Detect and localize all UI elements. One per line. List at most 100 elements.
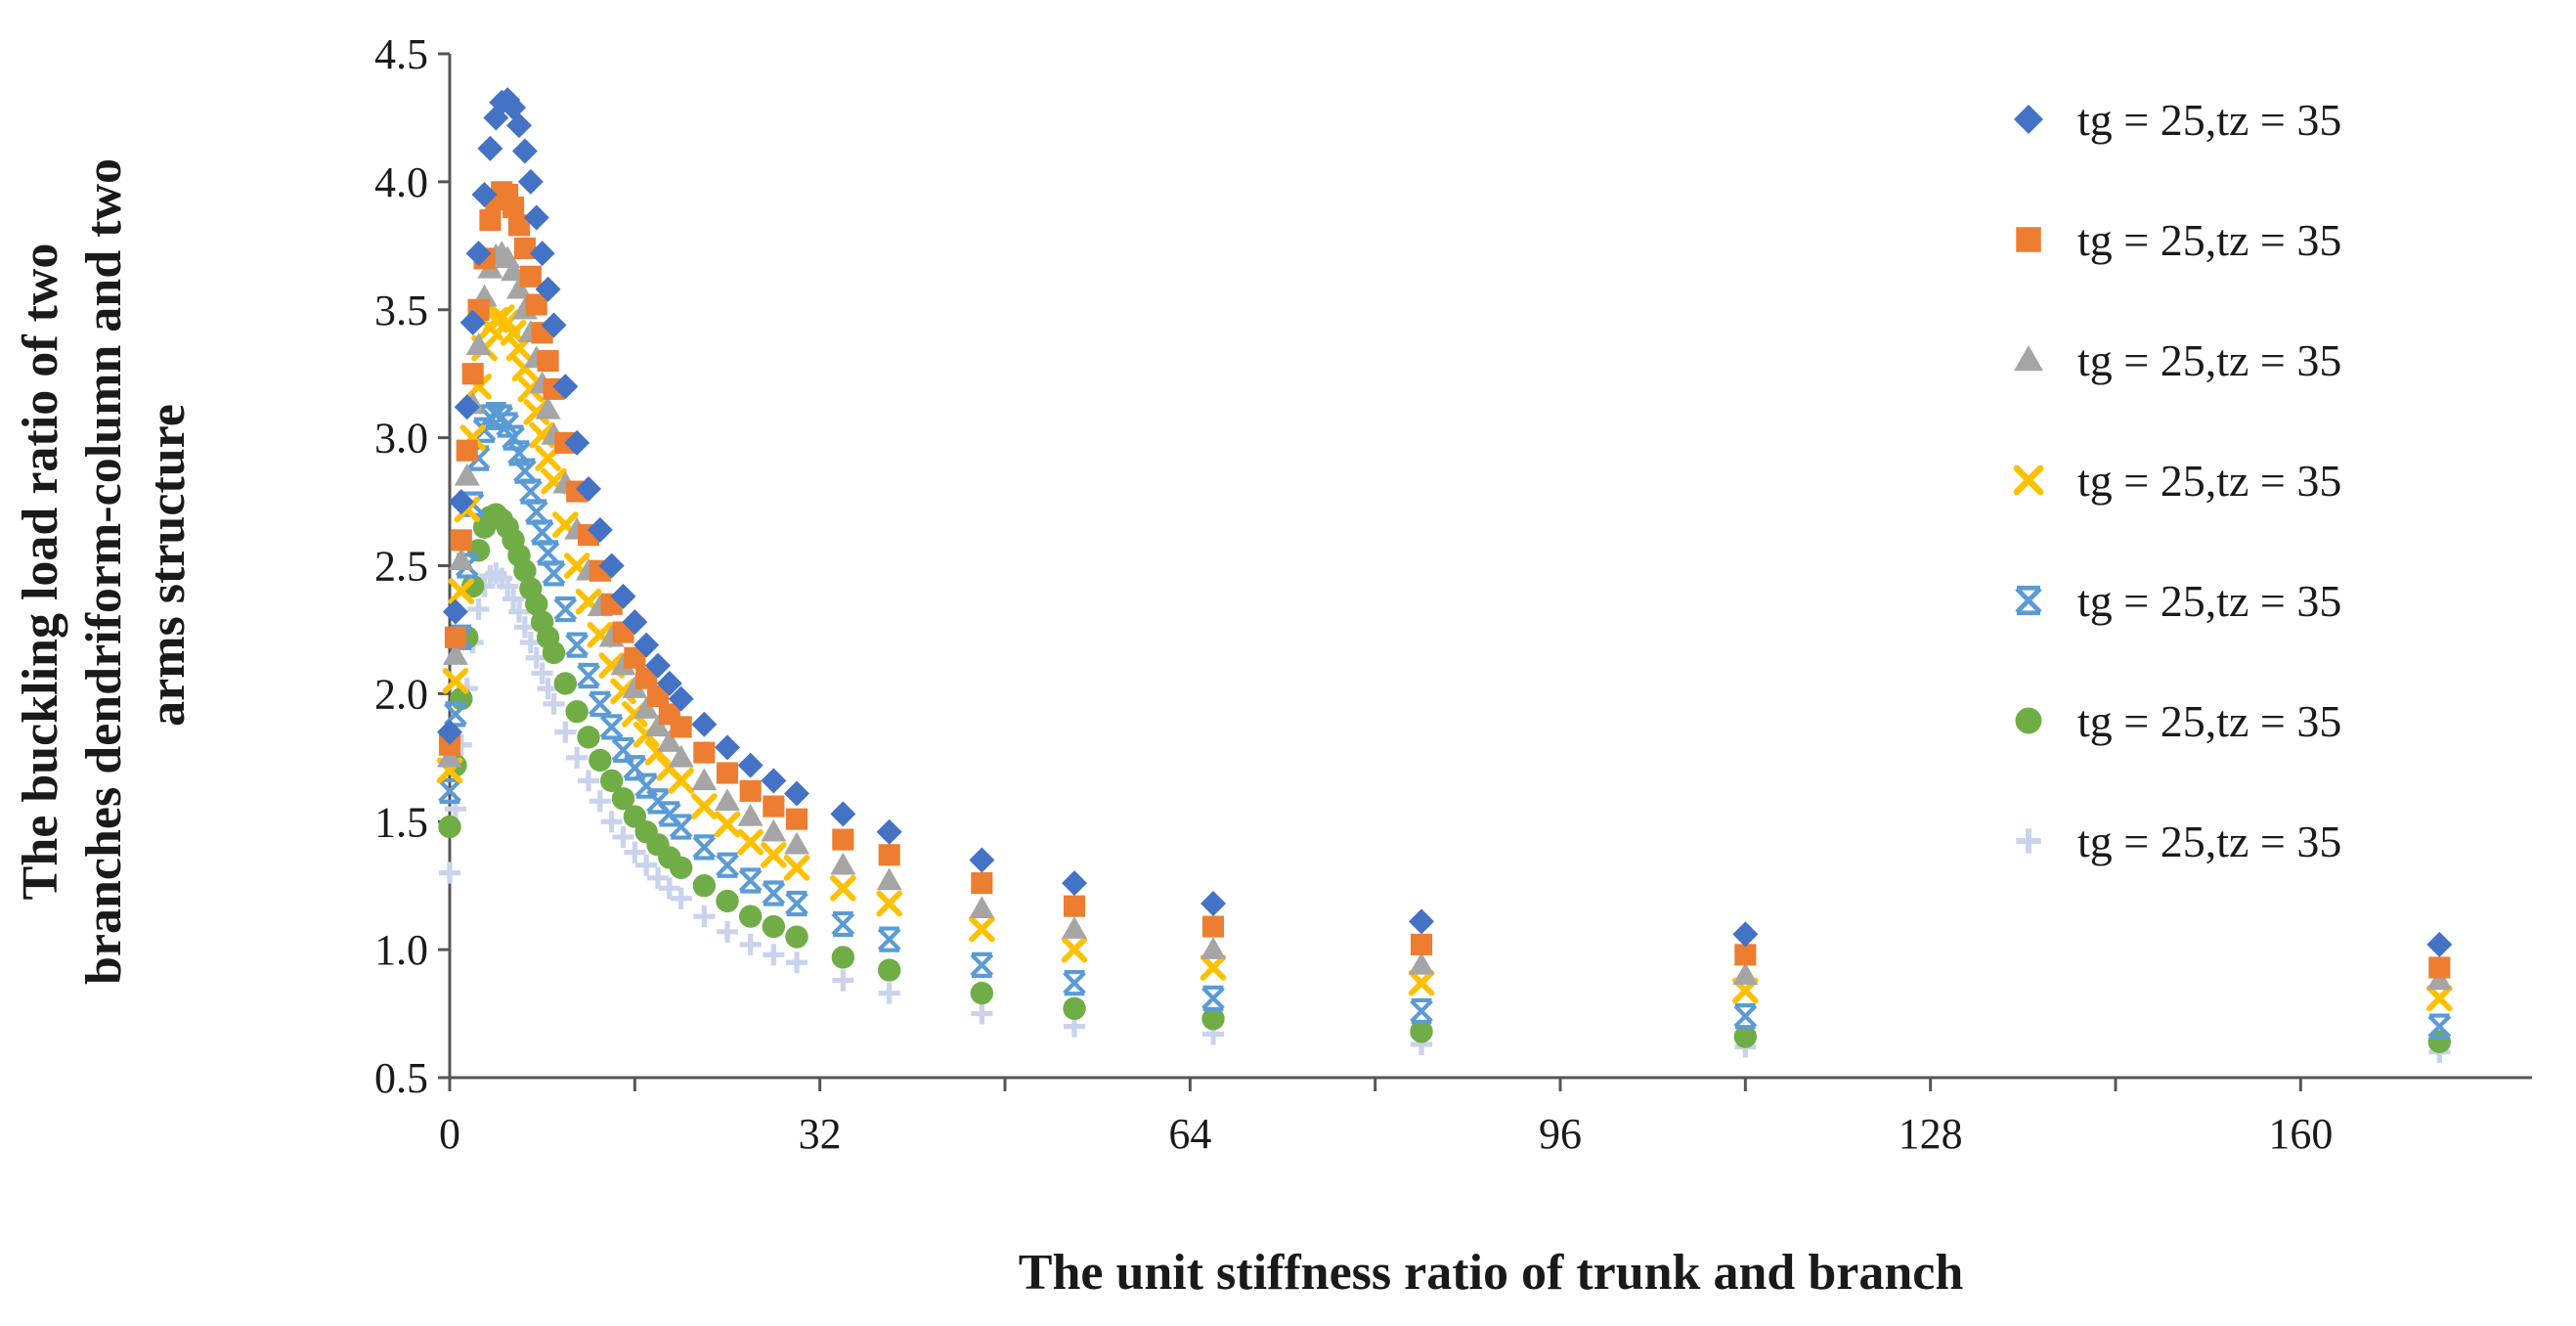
data-point-triangle — [2426, 967, 2453, 991]
data-point-diamond — [506, 112, 532, 139]
data-point-asterisk — [634, 773, 659, 799]
data-point-circle — [1410, 1020, 1433, 1043]
data-point-asterisk — [669, 814, 693, 840]
data-point-square — [2428, 956, 2451, 979]
data-point-square — [878, 844, 900, 866]
data-point-square — [450, 529, 472, 552]
data-point-diamond — [511, 138, 538, 164]
data-point-diamond — [622, 609, 648, 636]
legend-label: tg = 25,tz = 35 — [2077, 95, 2341, 145]
x-tick-label: 0 — [439, 1110, 460, 1158]
data-point-plus — [658, 877, 680, 900]
data-point-diamond — [477, 135, 503, 161]
data-point-circle — [970, 981, 994, 1005]
data-point-square — [456, 439, 478, 462]
data-point-square — [1063, 895, 1086, 917]
legend-marker-circle — [2015, 707, 2042, 734]
data-point-diamond — [737, 752, 764, 778]
data-point-x — [783, 855, 810, 881]
data-point-diamond — [715, 734, 740, 761]
data-point-asterisk — [530, 519, 554, 546]
data-point-x — [1408, 969, 1435, 996]
legend-label: tg = 25,tz = 35 — [2077, 456, 2341, 506]
data-point-asterisk — [2427, 1013, 2452, 1039]
legend-marker-asterisk — [2015, 585, 2042, 616]
data-point-circle — [1063, 996, 1086, 1021]
data-point-asterisk — [502, 424, 525, 451]
y-tick-label: 4.0 — [374, 158, 428, 206]
data-point-asterisk — [466, 445, 491, 471]
data-point-x — [448, 578, 475, 604]
y-tick-label: 1.0 — [374, 926, 428, 974]
data-point-asterisk — [1201, 985, 1225, 1011]
data-point-circle — [762, 914, 786, 939]
data-point-diamond — [656, 670, 682, 696]
data-point-plus — [467, 597, 490, 621]
data-point-diamond — [541, 312, 567, 338]
data-point-x — [1061, 936, 1088, 963]
data-point-circle — [716, 889, 739, 913]
x-tick-label: 96 — [1539, 1110, 1582, 1158]
data-point-asterisk — [524, 499, 548, 525]
data-point-square — [479, 209, 502, 232]
x-tick-label: 64 — [1168, 1110, 1211, 1158]
data-point-square — [519, 265, 542, 287]
data-point-plus — [739, 933, 762, 955]
data-point-asterisk — [877, 926, 901, 952]
y-tick-label: 0.5 — [374, 1054, 428, 1102]
data-point-plus — [832, 969, 854, 992]
data-point-diamond — [633, 632, 660, 658]
data-point-triangle — [761, 818, 787, 842]
y-axis-title-line-2: branches dendriform-column and two — [76, 158, 132, 985]
data-point-x — [714, 811, 741, 838]
data-point-diamond — [523, 204, 549, 231]
data-point-plus — [693, 906, 716, 928]
data-point-plus — [670, 887, 692, 909]
data-point-circle — [542, 641, 566, 665]
data-point-circle — [460, 574, 485, 598]
legend-label: tg = 25,tz = 35 — [2077, 335, 2341, 385]
data-point-square — [635, 667, 658, 689]
data-point-triangle — [830, 852, 856, 875]
data-point-diamond — [969, 847, 995, 873]
data-point-diamond — [517, 168, 544, 195]
data-point-triangle — [1062, 916, 1087, 939]
data-point-diamond — [784, 780, 809, 807]
legend-label: tg = 25,tz = 35 — [2077, 817, 2341, 866]
data-point-plus — [438, 862, 461, 884]
data-point-triangle — [442, 642, 468, 665]
legend-marker-diamond — [2014, 105, 2043, 134]
data-point-plus — [878, 982, 900, 1004]
data-point-square — [507, 214, 531, 237]
data-point-asterisk — [1410, 997, 1433, 1025]
series-2-square — [438, 181, 2451, 979]
data-point-asterisk — [692, 834, 717, 861]
data-point-square — [832, 828, 854, 851]
data-point-diamond — [1409, 908, 1434, 935]
data-point-plus — [531, 662, 553, 685]
data-point-square — [444, 626, 466, 648]
data-point-x — [2426, 985, 2453, 1012]
data-point-square — [537, 350, 559, 373]
data-point-square — [438, 733, 461, 756]
data-point-asterisk — [577, 662, 600, 689]
legend-entry: tg = 25,tz = 35 — [2016, 215, 2341, 265]
series-5-asterisk — [438, 401, 2452, 1039]
y-tick-label: 3.5 — [374, 287, 428, 334]
x-tick-label: 160 — [2268, 1110, 2333, 1158]
data-point-circle — [438, 815, 461, 839]
data-point-asterisk — [484, 401, 508, 428]
series-7-plus — [438, 562, 2451, 1063]
data-point-plus — [971, 1002, 993, 1025]
data-point-x — [737, 828, 764, 856]
data-point-circle — [577, 726, 600, 749]
data-point-triangle — [656, 729, 682, 752]
data-point-triangle — [454, 463, 480, 486]
data-point-asterisk — [507, 440, 531, 466]
data-point-square — [670, 716, 692, 738]
data-point-plus — [543, 692, 565, 715]
data-point-asterisk — [438, 777, 461, 804]
legend-entry: tg = 25,tz = 35 — [2016, 817, 2341, 866]
data-point-diamond — [535, 276, 561, 302]
